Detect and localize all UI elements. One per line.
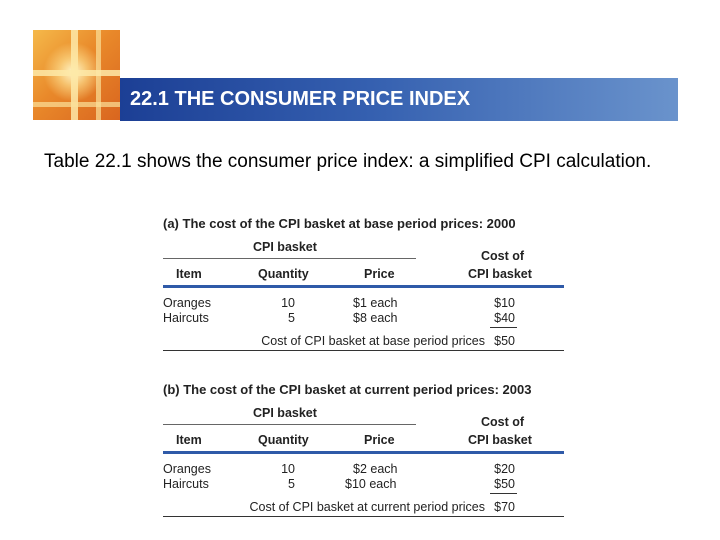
column-header-price: Price xyxy=(364,433,395,447)
total-label: Cost of CPI basket at current period pri… xyxy=(249,500,485,514)
table-row-quantity: 5 xyxy=(288,477,295,491)
total-value: $70 xyxy=(494,500,515,514)
table-current-period: (b) The cost of the CPI basket at curren… xyxy=(163,382,564,519)
header-rule xyxy=(163,285,564,288)
table-row-cost: $10 xyxy=(494,296,515,310)
table-base-period: (a) The cost of the CPI basket at base p… xyxy=(163,216,564,353)
table-caption: (a) The cost of the CPI basket at base p… xyxy=(163,216,516,231)
table-row-item: Oranges xyxy=(163,296,211,310)
column-header-cpi-basket: CPI basket xyxy=(468,433,532,447)
table-bottom-rule xyxy=(163,516,564,517)
table-row-item: Oranges xyxy=(163,462,211,476)
table-row-price: $10 each xyxy=(345,477,397,491)
table-row-price: $2 each xyxy=(353,462,398,476)
title-banner: 22.1 THE CONSUMER PRICE INDEX xyxy=(120,78,678,121)
column-header-quantity: Quantity xyxy=(258,433,309,447)
group-rule xyxy=(163,424,416,425)
group-rule xyxy=(163,258,416,259)
column-header-cost-of: Cost of xyxy=(481,249,525,263)
table-row-price: $1 each xyxy=(353,296,398,310)
table-bottom-rule xyxy=(163,350,564,351)
table-row-quantity: 10 xyxy=(281,462,295,476)
header-rule xyxy=(163,451,564,454)
table-row-item: Haircuts xyxy=(163,311,209,325)
column-header-item: Item xyxy=(176,267,202,281)
total-value: $50 xyxy=(494,334,515,348)
table-row-price: $8 each xyxy=(353,311,398,325)
table-caption: (b) The cost of the CPI basket at curren… xyxy=(163,382,532,397)
table-row-quantity: 10 xyxy=(281,296,295,310)
column-header-quantity: Quantity xyxy=(258,267,309,281)
group-header: CPI basket xyxy=(253,406,317,420)
column-header-cpi-basket: CPI basket xyxy=(468,267,532,281)
slide-logo xyxy=(33,30,120,120)
subtotal-rule xyxy=(490,493,517,494)
slide-title: 22.1 THE CONSUMER PRICE INDEX xyxy=(130,88,471,110)
group-header: CPI basket xyxy=(253,240,317,254)
table-row-cost: $50 xyxy=(494,477,515,491)
subtotal-rule xyxy=(490,327,517,328)
column-header-price: Price xyxy=(364,267,395,281)
slide-body-text: Table 22.1 shows the consumer price inde… xyxy=(44,151,652,172)
column-header-item: Item xyxy=(176,433,202,447)
table-row-item: Haircuts xyxy=(163,477,209,491)
table-row-cost: $40 xyxy=(494,311,515,325)
table-row-cost: $20 xyxy=(494,462,515,476)
column-header-cost-of: Cost of xyxy=(481,415,525,429)
total-label: Cost of CPI basket at base period prices xyxy=(261,334,485,348)
table-row-quantity: 5 xyxy=(288,311,295,325)
